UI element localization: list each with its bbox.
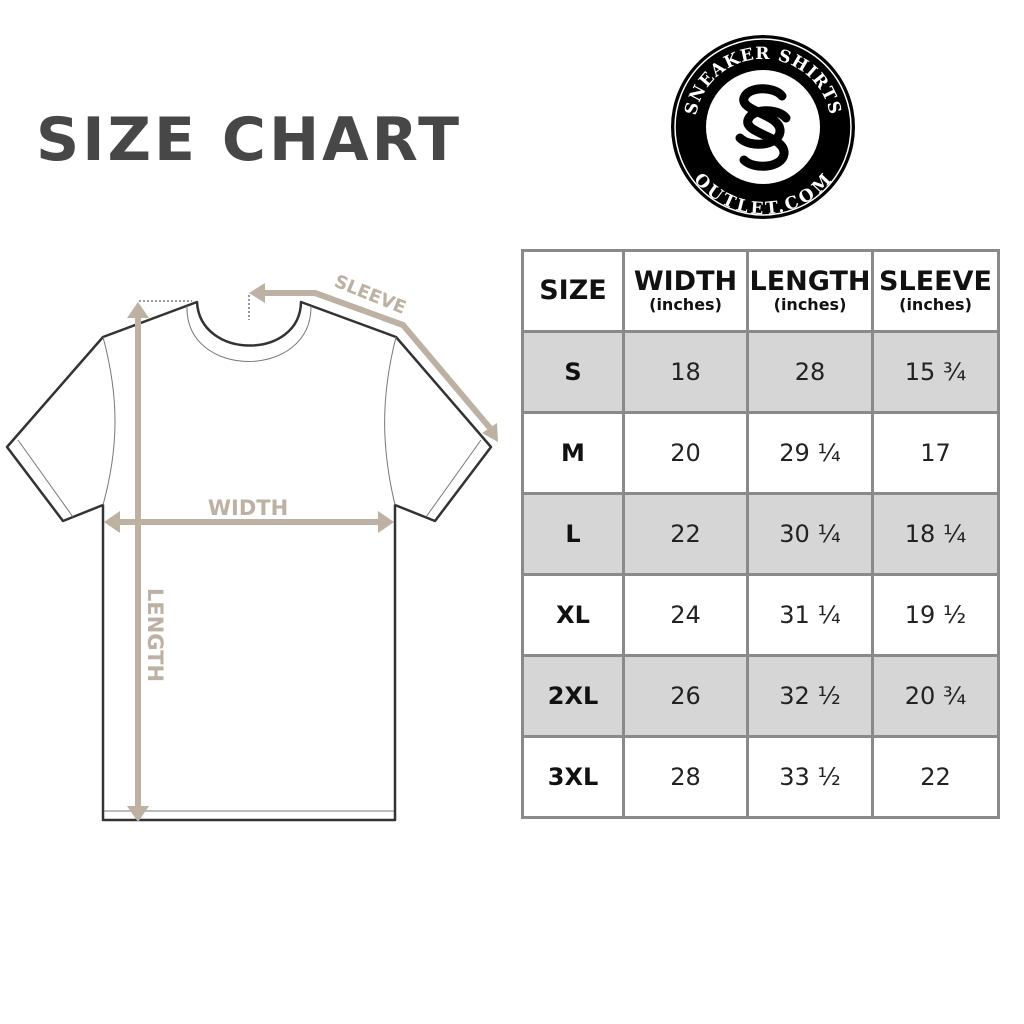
- size-table: SIZE WIDTH (inches) LENGTH (inches) SLEEVE…: [521, 249, 1000, 819]
- length-label: LENGTH: [143, 588, 167, 682]
- sneaker-shirts-outlet-logo: SNEAKER SHIRTS OUTLET.COM: [671, 35, 855, 219]
- sleeve-cell: 20 ¾: [871, 654, 1000, 738]
- size-cell: M: [521, 411, 625, 495]
- length-cell: 30 ¼: [746, 492, 874, 576]
- width-cell: 20: [622, 411, 749, 495]
- table-row: M 20 29 ¼ 17: [521, 411, 1000, 495]
- sleeve-cell: 15 ¾: [871, 330, 1000, 414]
- size-cell: 2XL: [521, 654, 625, 738]
- measurement-arrows: [114, 290, 493, 812]
- sleeve-cell: 18 ¼: [871, 492, 1000, 576]
- size-cell: L: [521, 492, 625, 576]
- sleeve-arrow-start-icon: [249, 283, 265, 303]
- ss-monogram-icon: [735, 84, 791, 171]
- header-width: WIDTH (inches): [622, 249, 749, 333]
- length-cell: 32 ½: [746, 654, 874, 738]
- width-cell: 22: [622, 492, 749, 576]
- width-label: WIDTH: [208, 496, 288, 520]
- length-arrow-top-icon: [127, 302, 149, 318]
- size-cell: XL: [521, 573, 625, 657]
- sleeve-cell: 22: [871, 735, 1000, 819]
- width-cell: 26: [622, 654, 749, 738]
- table-row: 3XL 28 33 ½ 22: [521, 735, 1000, 819]
- length-cell: 29 ¼: [746, 411, 874, 495]
- width-cell: 24: [622, 573, 749, 657]
- header-size: SIZE: [521, 249, 625, 333]
- tshirt-measurement-diagram: WIDTH LENGTH SLEEVE: [5, 271, 498, 822]
- table-row: L 22 30 ¼ 18 ¼: [521, 492, 1000, 576]
- length-arrow-bottom-icon: [127, 806, 149, 822]
- sleeve-cell: 17: [871, 411, 1000, 495]
- sleeve-cell: 19 ½: [871, 573, 1000, 657]
- width-cell: 28: [622, 735, 749, 819]
- table-header-row: SIZE WIDTH (inches) LENGTH (inches) SLEEVE…: [521, 249, 1000, 333]
- sleeve-arrow-end-icon: [482, 423, 498, 442]
- table-row: XL 24 31 ¼ 19 ½: [521, 573, 1000, 657]
- table-row: 2XL 26 32 ½ 20 ¾: [521, 654, 1000, 738]
- tshirt-outline: [5, 300, 493, 822]
- header-length: LENGTH (inches): [746, 249, 874, 333]
- width-arrow-right-icon: [378, 511, 394, 533]
- length-cell: 33 ½: [746, 735, 874, 819]
- length-cell: 28: [746, 330, 874, 414]
- width-cell: 18: [622, 330, 749, 414]
- size-cell: S: [521, 330, 625, 414]
- width-arrow-left-icon: [104, 511, 120, 533]
- table-row: S 18 28 15 ¾: [521, 330, 1000, 414]
- size-cell: 3XL: [521, 735, 625, 819]
- page-title: SIZE CHART: [36, 105, 463, 175]
- length-cell: 31 ¼: [746, 573, 874, 657]
- header-sleeve: SLEEVE (inches): [871, 249, 1000, 333]
